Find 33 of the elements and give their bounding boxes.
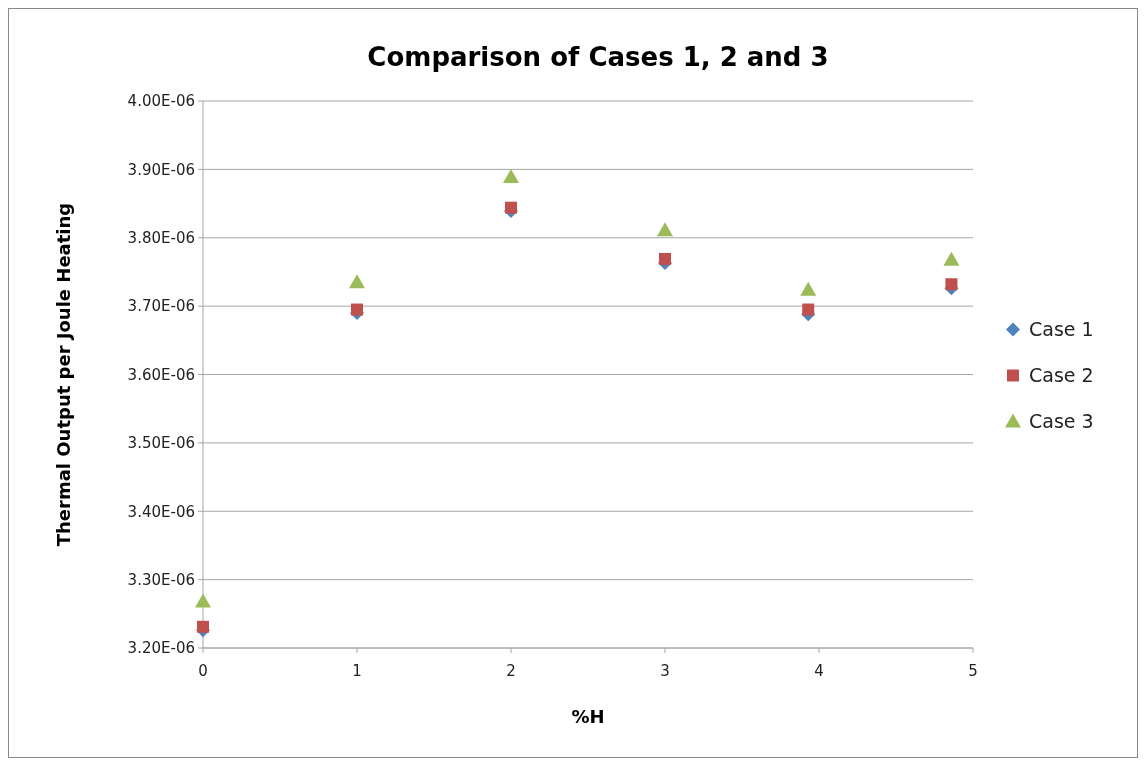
point — [503, 168, 519, 183]
y-tick-label: 3.90E-06 — [127, 160, 195, 179]
y-tick-label: 3.40E-06 — [127, 502, 195, 521]
point — [945, 278, 958, 291]
x-tick-label: 4 — [814, 662, 824, 680]
y-tick-label: 3.30E-06 — [127, 570, 195, 589]
y-tick-label: 4.00E-06 — [127, 92, 195, 111]
y-tick-label: 3.50E-06 — [127, 434, 195, 453]
x-tick-label: 0 — [198, 662, 208, 680]
x-tick-label: 3 — [660, 662, 670, 680]
point — [349, 274, 365, 289]
y-tick-label: 3.60E-06 — [127, 365, 195, 384]
point — [800, 281, 817, 296]
x-tick-label: 2 — [506, 662, 516, 680]
y-axis-title: Thermal Output per Joule Heating — [53, 202, 74, 547]
point — [943, 251, 960, 266]
point — [197, 620, 209, 633]
point — [351, 303, 363, 316]
y-tick-label: 3.20E-06 — [127, 639, 195, 658]
x-tick-label: 5 — [968, 662, 978, 680]
legend-label: Case 3 — [1029, 410, 1094, 433]
y-tick-label: 3.80E-06 — [127, 229, 195, 247]
point — [195, 593, 211, 608]
legend-label: Case 1 — [1029, 318, 1094, 341]
y-tick-label: 3.70E-06 — [127, 297, 195, 316]
point — [802, 303, 815, 316]
point — [505, 201, 517, 214]
x-tick-label: 1 — [352, 662, 362, 680]
chart-title: Comparison of Cases 1, 2 and 3 — [367, 42, 829, 72]
point — [659, 252, 671, 265]
point — [657, 222, 673, 237]
legend-label: Case 2 — [1029, 364, 1094, 387]
x-axis-title: %H — [571, 706, 605, 727]
